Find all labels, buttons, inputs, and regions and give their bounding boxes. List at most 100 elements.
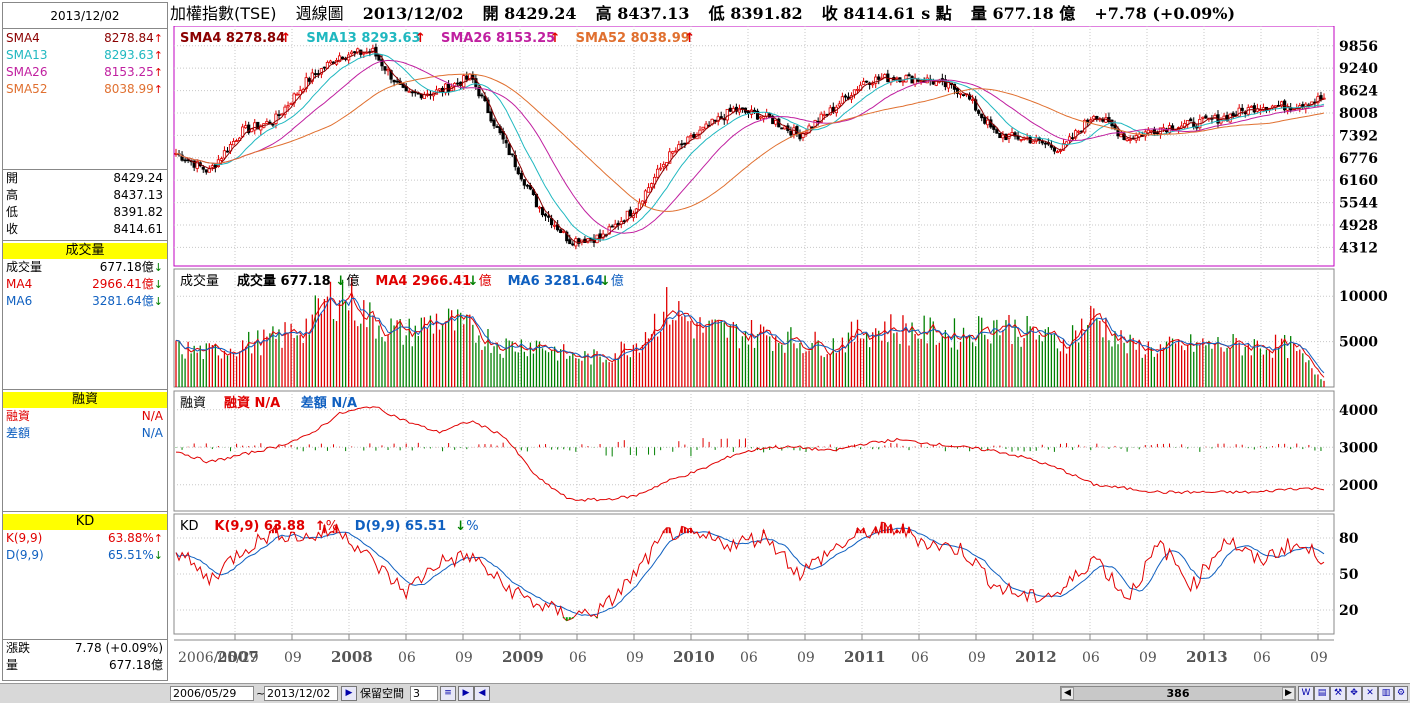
chart-icon[interactable]: ▥ [1378,686,1394,701]
candle-body [319,68,323,75]
candle-body [1231,112,1235,117]
change-label: 漲跌 [6,641,31,655]
x-axis-label: 2010 [673,648,715,666]
ohlc-value: 8391.82 [113,205,163,219]
horizontal-scrollbar[interactable]: ◀ 386 ▶ [1060,686,1296,701]
kd-label: D(9,9) [6,548,44,562]
stepper-icon[interactable]: ≡ [440,686,456,701]
volume-legend-unit: 億 [479,273,492,289]
candle-body [313,73,317,75]
scroll-right-arrow[interactable]: ▶ [1282,687,1295,700]
fullscreen-icon[interactable]: ✥ [1346,686,1362,701]
volume-header: 成交量 [3,243,167,259]
arrow-up-icon: ↑ [550,31,561,46]
candle-body [759,116,763,119]
kd-line-d [175,527,1325,616]
candle-body [1279,101,1284,107]
candle-body [277,114,281,117]
candle-body [659,167,663,170]
candle-body [1031,140,1035,144]
candle-body [865,80,869,83]
scroll-left-icon[interactable]: ◀ [474,686,490,701]
arrow-down-icon: ↓ [153,278,163,291]
calendar-icon[interactable]: ▤ [1314,686,1330,701]
scroll-left-arrow[interactable]: ◀ [1061,687,1074,700]
price-legend-item: SMA4 8278.84 [180,31,285,46]
quote-header: 加權指數(TSE) 週線圖 2013/12/02 開 8429.24 高 843… [170,2,1408,26]
candle-body [831,106,835,112]
x-axis-label: 2009 [502,648,544,666]
candle-body [610,225,614,228]
volume-value: 2966.41億↓ [92,277,163,291]
candle-body [225,150,230,153]
candle-body [474,78,478,87]
arrow-down-icon: ↓ [455,519,466,534]
sma-line-sma52 [175,73,1325,212]
candle-body [577,238,581,244]
kd-row: D(9,9) 65.51%↓ [3,547,167,564]
arrow-down-icon: ↓ [600,274,611,289]
arrow-up-icon: ↑ [280,31,291,46]
ohlc-value: 8414.61 [113,222,163,236]
candle-body [1055,151,1060,154]
tools-icon[interactable]: ⚒ [1330,686,1346,701]
volume-legend-item: 成交量 677.18 [237,273,331,289]
sma-row: SMA52 8038.99↑ [3,81,167,98]
change-values: 漲跌 7.78 (+0.09%) 量 677.18億 [3,640,167,674]
x-axis-label: 09 [968,650,986,666]
x-axis-label: 2013 [1186,648,1228,666]
candle-body [183,159,187,162]
candle-body [716,116,720,122]
settings-icon[interactable]: ⚙ [1394,686,1408,701]
kd-line-k [175,521,1325,622]
candle-body [649,183,654,188]
price-y-tick: 9240 [1339,61,1378,77]
apply-icon[interactable]: ▶ [458,686,474,701]
candle-body [1089,119,1093,122]
zoom-icon[interactable]: W [1298,686,1314,701]
candle-body [447,83,451,92]
candle-body [701,126,705,130]
candle-body [931,81,935,85]
price-y-tick: 4928 [1339,218,1378,234]
arrow-up-icon: ↑ [153,32,163,45]
margin-diff-bars [175,438,1322,457]
candle-body [244,125,248,129]
candle-body [983,116,987,124]
volume-row: 成交量 677.18億↓ [3,259,167,276]
kd-section: KD K(9,9) 63.88%↑ D(9,9) 65.51%↓ [3,514,167,564]
candle-body [1316,96,1320,104]
candle-body [280,113,284,116]
kd-y-tick: 80 [1339,531,1359,547]
margin-section: 融資 融資 N/A 差額 N/A [3,392,167,442]
candle-body [419,93,423,99]
candle-body [543,213,548,217]
x-axis-label: 06 [398,650,416,666]
start-date-input[interactable]: 2006/05/29 [170,686,254,701]
x-axis-label: 09 [455,650,473,666]
reserve-space-input[interactable]: 3 [410,686,438,701]
candle-body [1104,117,1108,123]
candle-body [986,119,990,126]
ohlc-label: 低 [6,205,19,219]
apply-range-icon[interactable]: ▶ [341,686,357,701]
candle-body [1237,107,1241,117]
price-y-tick: 8008 [1339,106,1378,122]
candle-body [495,126,499,128]
end-date-input[interactable]: 2013/12/02 [264,686,338,701]
volume-label: MA4 [6,277,33,291]
chart-area[interactable]: 9856 9240 8624 8008 7392 6776 6160 5544 4928 4312… [170,26,1408,682]
candle-body [537,206,542,209]
candle-body [504,140,508,144]
close-icon[interactable]: ✕ [1362,686,1378,701]
candle-body [977,110,981,114]
sma-value: 8278.84↑ [104,31,163,45]
candle-body [780,127,784,130]
candle-body [392,79,396,83]
scroll-position[interactable]: 386 [1166,687,1190,700]
change-row: 量 677.18億 [3,657,167,674]
arrow-down-icon: ↓ [468,274,479,289]
candle-body [525,184,529,187]
candle-body [1010,132,1014,136]
